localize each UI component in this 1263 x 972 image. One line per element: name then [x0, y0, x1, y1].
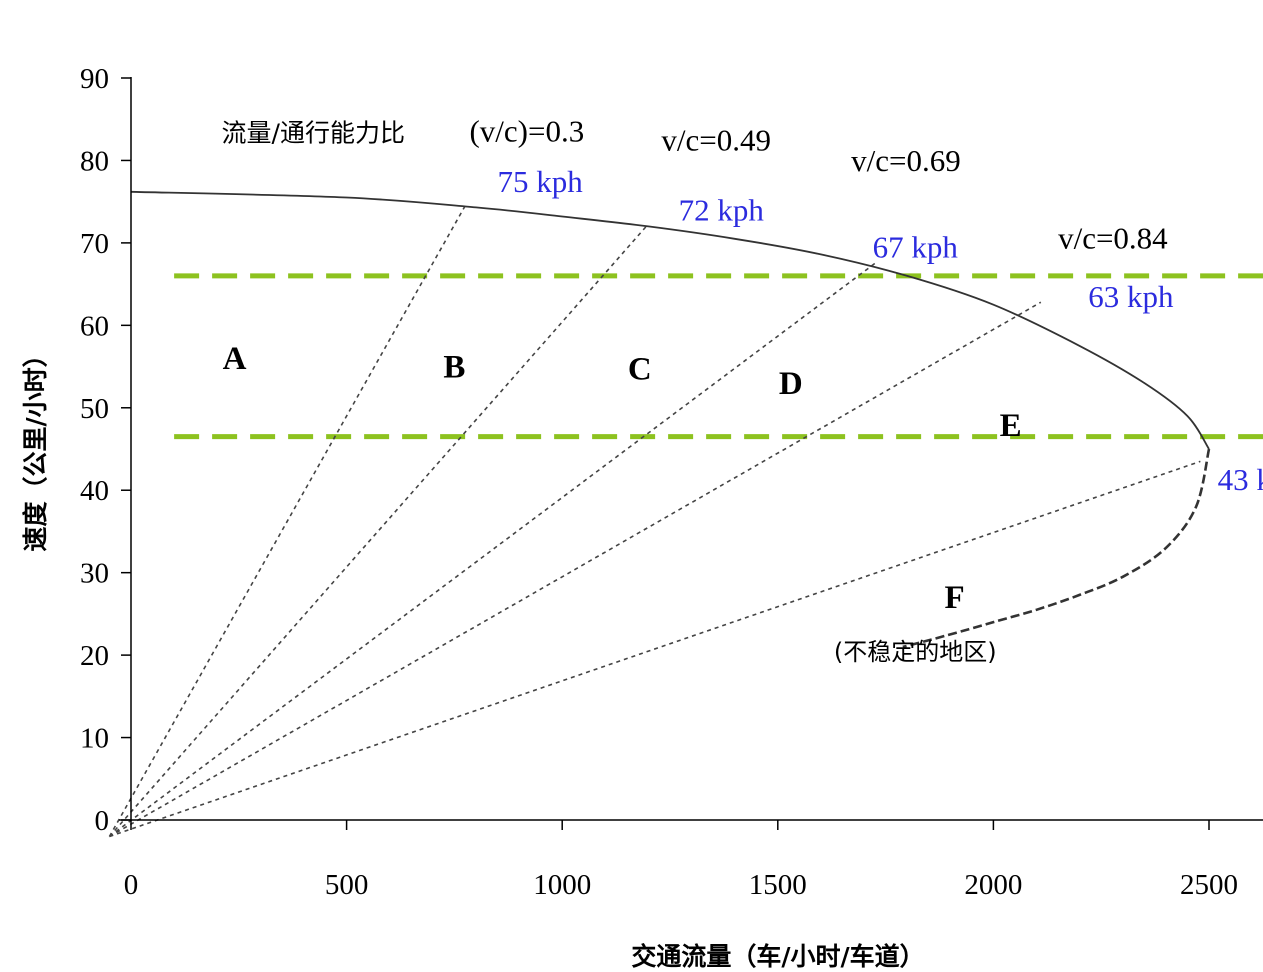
speed-label: 67 kph [873, 230, 959, 265]
y-tick-label: 20 [80, 640, 109, 672]
x-axis-title: 交通流量（车/小时/车道） [631, 942, 924, 971]
y-tick-label: 50 [80, 393, 109, 425]
vc-label: v/c=0.84 [1058, 221, 1168, 256]
speed-label: 72 kph [679, 193, 765, 228]
speed-flow-curves [130, 190, 1211, 649]
y-tick-label: 80 [80, 145, 109, 177]
unstable-curve [902, 448, 1211, 649]
los-label-f: F [945, 580, 965, 616]
speed-label: 43 kph [1218, 462, 1263, 497]
vc-ray-1 [108, 205, 466, 837]
vc-title-label: 流量/通行能力比 [222, 118, 405, 147]
y-tick-label: 90 [80, 63, 109, 95]
x-tick-label: 1000 [533, 869, 591, 901]
vc-label: (v/c)=0.3 [469, 113, 584, 148]
los-label-e: E [1000, 408, 1022, 444]
x-tick-label: 500 [325, 869, 369, 901]
y-tick-label: 30 [80, 558, 109, 590]
unstable-region-label: (不稳定的地区) [834, 638, 997, 666]
stable-curve [130, 190, 1210, 450]
vc-ray-lines [108, 205, 1201, 838]
los-label-d: D [779, 366, 803, 402]
y-tick-label: 10 [80, 723, 109, 755]
y-tick-label: 0 [95, 805, 110, 837]
x-tick-label: 0 [124, 869, 139, 901]
y-axis-title: 速度（公里/小时） [21, 342, 50, 551]
y-tick-label: 40 [80, 475, 109, 507]
vc-label: v/c=0.69 [851, 143, 961, 178]
axes: 0 10 20 30 40 50 60 70 80 90 0 500 1000 1500 2000 2500 [80, 63, 1263, 901]
los-label-c: C [628, 352, 652, 388]
x-tick-label: 1500 [749, 869, 807, 901]
threshold-lines [174, 273, 1263, 440]
y-tick-label: 70 [80, 228, 109, 260]
vc-label: v/c=0.49 [661, 123, 771, 158]
vc-ray-5 [109, 460, 1201, 838]
los-label-b: B [443, 349, 465, 385]
x-tick-label: 2500 [1180, 869, 1238, 901]
x-tick-label: 2000 [964, 869, 1022, 901]
speed-label: 75 kph [498, 164, 584, 199]
speed-label: 63 kph [1088, 279, 1174, 314]
vc-ray-2 [108, 223, 650, 838]
vc-ray-4 [109, 301, 1042, 838]
los-label-a: A [223, 341, 247, 377]
y-tick-label: 60 [80, 310, 109, 342]
annotations: 流量/通行能力比 (v/c)=0.3 v/c=0.49 v/c=0.69 v/c=0.8… [222, 113, 1263, 666]
